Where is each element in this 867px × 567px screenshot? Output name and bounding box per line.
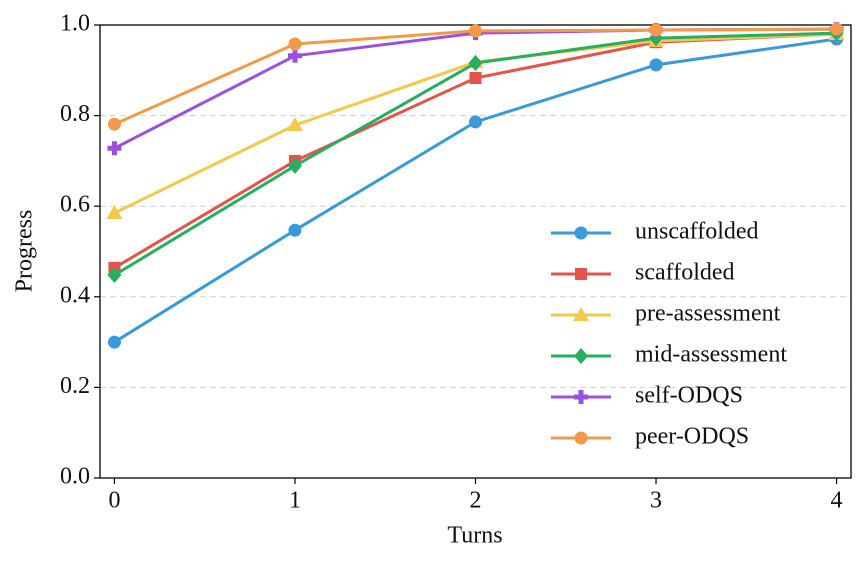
x-tick-label: 2 [470, 488, 482, 514]
marker [649, 58, 663, 72]
legend-label: peer-ODQS [635, 424, 749, 450]
y-tick-label: 0.0 [60, 464, 90, 490]
x-tick-label: 1 [289, 488, 301, 514]
marker [288, 223, 302, 237]
y-tick-label: 0.2 [60, 373, 90, 399]
marker [107, 141, 122, 156]
legend-label: scaffolded [635, 260, 735, 286]
y-tick-label: 0.8 [60, 101, 90, 127]
legend-label: mid-assessment [635, 342, 787, 368]
legend-label: unscaffolded [635, 219, 759, 245]
marker [574, 226, 588, 240]
y-tick-label: 0.6 [60, 192, 90, 218]
marker [830, 22, 844, 36]
marker [469, 24, 482, 38]
y-axis-label: Progress [12, 210, 38, 293]
x-tick-label: 4 [831, 488, 843, 514]
marker [469, 115, 482, 129]
marker [107, 117, 121, 131]
marker [288, 37, 302, 51]
x-tick-label: 3 [650, 488, 662, 514]
marker [574, 390, 588, 404]
marker [649, 23, 663, 37]
marker [286, 117, 303, 132]
y-tick-label: 1.0 [60, 11, 90, 37]
legend-label: self-ODQS [635, 383, 743, 409]
marker [287, 48, 302, 63]
legend: unscaffolded scaffolded pre-assessment mid-… [551, 219, 787, 450]
series-line [113, 27, 837, 150]
marker [107, 267, 122, 284]
x-axis-label: Turns [447, 523, 502, 549]
marker [107, 335, 121, 349]
marker [106, 204, 123, 219]
marker [468, 55, 483, 72]
x-tick-label: 0 [108, 488, 120, 514]
marker [574, 348, 588, 364]
marker [573, 307, 589, 321]
y-tick-label: 0.4 [60, 282, 90, 308]
marker [287, 157, 302, 174]
marker [575, 268, 587, 280]
marker [574, 431, 588, 445]
marker [469, 72, 482, 85]
plot-frame [99, 24, 852, 479]
legend-label: pre-assessment [635, 301, 781, 327]
